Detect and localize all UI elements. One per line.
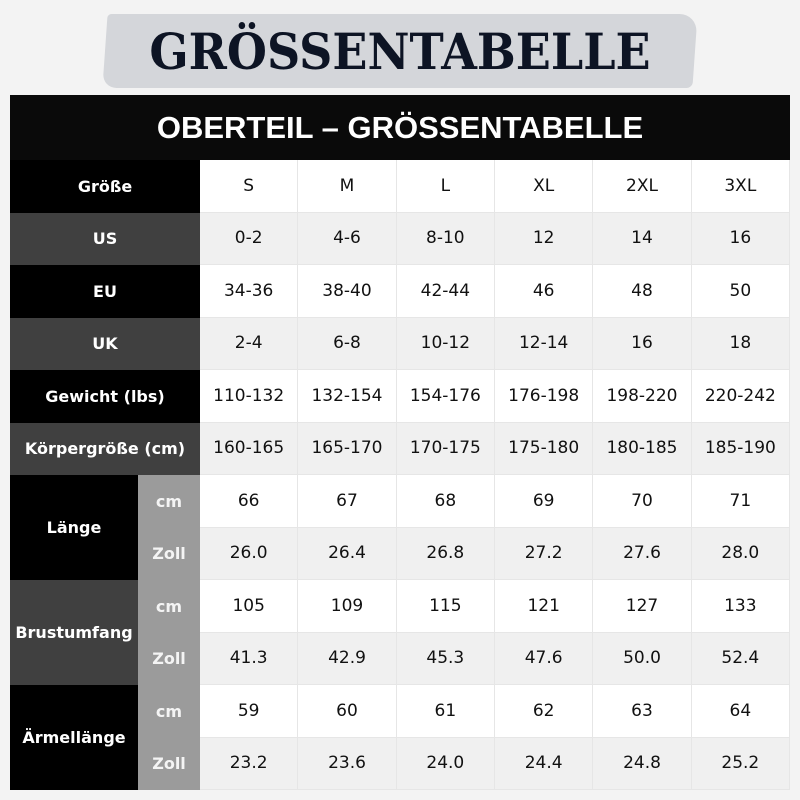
table-cell: 61 bbox=[396, 685, 495, 738]
table-cell: 18 bbox=[691, 317, 790, 370]
table-title: OBERTEIL – GRÖSSENTABELLE bbox=[10, 95, 790, 160]
table-cell: 26.4 bbox=[298, 527, 397, 580]
table-cell: 46 bbox=[495, 265, 594, 318]
table-cell: 50.0 bbox=[593, 632, 692, 685]
table-cell: 70 bbox=[593, 475, 692, 528]
table-cell: M bbox=[298, 160, 397, 213]
table-cell: 62 bbox=[495, 685, 594, 738]
size-chart-table: OBERTEIL – GRÖSSENTABELLE Größe S M L XL 2XL 3… bbox=[10, 95, 790, 790]
table-cell: 8-10 bbox=[396, 212, 495, 265]
row-label: Brustumfang bbox=[10, 580, 138, 685]
table-cell: 60 bbox=[298, 685, 397, 738]
table-cell: 26.0 bbox=[200, 527, 299, 580]
table-cell: 68 bbox=[396, 475, 495, 528]
table-cell: XL bbox=[495, 160, 594, 213]
row-label: Körpergröße (cm) bbox=[10, 422, 200, 475]
row-label: Gewicht (lbs) bbox=[10, 370, 200, 423]
table-cell: 27.6 bbox=[593, 527, 692, 580]
table-cell: 67 bbox=[298, 475, 397, 528]
table-cell: 170-175 bbox=[396, 422, 495, 475]
table-cell: 42-44 bbox=[396, 265, 495, 318]
unit-label: Zoll bbox=[138, 527, 200, 580]
table-cell: 25.2 bbox=[691, 737, 790, 790]
table-cell: 14 bbox=[593, 212, 692, 265]
table-cell: 220-242 bbox=[691, 370, 790, 423]
table-cell: 4-6 bbox=[298, 212, 397, 265]
table-cell: 38-40 bbox=[298, 265, 397, 318]
table-cell: 180-185 bbox=[593, 422, 692, 475]
table-cell: 47.6 bbox=[495, 632, 594, 685]
table-cell: 41.3 bbox=[200, 632, 299, 685]
table-cell: 160-165 bbox=[200, 422, 299, 475]
table-cell: 133 bbox=[691, 580, 790, 633]
unit-label: cm bbox=[138, 685, 200, 738]
row-label: Größe bbox=[10, 160, 200, 213]
table-cell: 154-176 bbox=[396, 370, 495, 423]
table-cell: L bbox=[396, 160, 495, 213]
table-cell: 24.4 bbox=[495, 737, 594, 790]
table-cell: 105 bbox=[200, 580, 299, 633]
table-cell: 132-154 bbox=[298, 370, 397, 423]
table-cell: 50 bbox=[691, 265, 790, 318]
table-cell: 45.3 bbox=[396, 632, 495, 685]
table-cell: 109 bbox=[298, 580, 397, 633]
table-cell: 115 bbox=[396, 580, 495, 633]
page-title: GRÖSSENTABELLE bbox=[149, 22, 651, 81]
table-cell: 16 bbox=[691, 212, 790, 265]
table-cell: 27.2 bbox=[495, 527, 594, 580]
table-cell: 26.8 bbox=[396, 527, 495, 580]
table-cell: 24.8 bbox=[593, 737, 692, 790]
table-cell: 110-132 bbox=[200, 370, 299, 423]
table-cell: 12-14 bbox=[495, 317, 594, 370]
table-cell: 28.0 bbox=[691, 527, 790, 580]
row-label: Länge bbox=[10, 475, 138, 580]
row-label: UK bbox=[10, 317, 200, 370]
unit-label: cm bbox=[138, 580, 200, 633]
table-cell: 24.0 bbox=[396, 737, 495, 790]
table-cell: 42.9 bbox=[298, 632, 397, 685]
table-cell: 3XL bbox=[691, 160, 790, 213]
table-cell: 0-2 bbox=[200, 212, 299, 265]
row-label: Ärmellänge bbox=[10, 685, 138, 790]
table-cell: 2-4 bbox=[200, 317, 299, 370]
unit-label: cm bbox=[138, 475, 200, 528]
unit-label: Zoll bbox=[138, 737, 200, 790]
table-cell: 185-190 bbox=[691, 422, 790, 475]
table-cell: 16 bbox=[593, 317, 692, 370]
table-cell: 176-198 bbox=[495, 370, 594, 423]
table-cell: 6-8 bbox=[298, 317, 397, 370]
table-cell: 198-220 bbox=[593, 370, 692, 423]
table-cell: 12 bbox=[495, 212, 594, 265]
table-cell: 59 bbox=[200, 685, 299, 738]
table-cell: 71 bbox=[691, 475, 790, 528]
table-cell: 165-170 bbox=[298, 422, 397, 475]
row-label: EU bbox=[10, 265, 200, 318]
table-cell: 69 bbox=[495, 475, 594, 528]
table-cell: 10-12 bbox=[396, 317, 495, 370]
table-cell: S bbox=[200, 160, 299, 213]
table-cell: 63 bbox=[593, 685, 692, 738]
table-cell: 66 bbox=[200, 475, 299, 528]
row-label: US bbox=[10, 212, 200, 265]
table-cell: 48 bbox=[593, 265, 692, 318]
table-cell: 23.6 bbox=[298, 737, 397, 790]
table-cell: 2XL bbox=[593, 160, 692, 213]
table-cell: 64 bbox=[691, 685, 790, 738]
table-cell: 121 bbox=[495, 580, 594, 633]
table-cell: 52.4 bbox=[691, 632, 790, 685]
table-cell: 175-180 bbox=[495, 422, 594, 475]
unit-label: Zoll bbox=[138, 632, 200, 685]
table-cell: 127 bbox=[593, 580, 692, 633]
table-cell: 34-36 bbox=[200, 265, 299, 318]
table-cell: 23.2 bbox=[200, 737, 299, 790]
